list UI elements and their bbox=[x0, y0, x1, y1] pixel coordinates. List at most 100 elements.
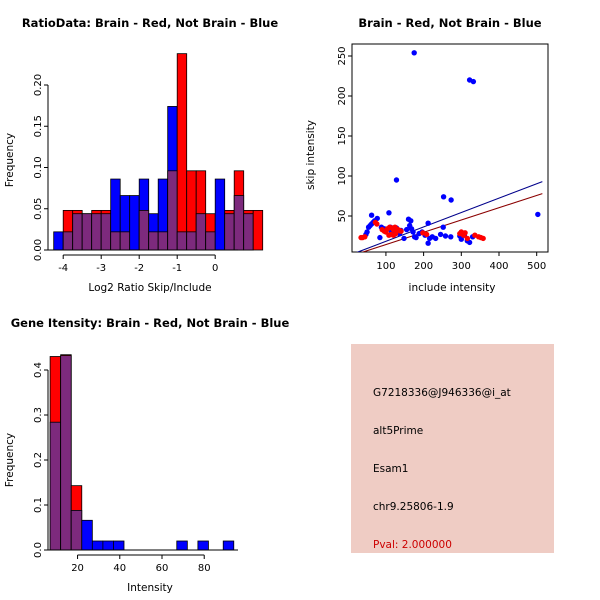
panel-gene-histogram: Gene Itensity: Brain - Red, Not Brain - … bbox=[0, 300, 300, 600]
scatter-frame bbox=[351, 43, 549, 253]
info-probe-id: G7218336@J946336@i_at bbox=[373, 387, 511, 399]
histogram-bar bbox=[129, 195, 140, 251]
y-tick-label: 0.4 bbox=[33, 362, 44, 378]
y-tick-label: 200 bbox=[337, 86, 348, 105]
ratio-histogram-xlabel: Log2 Ratio Skip/Include bbox=[88, 282, 211, 294]
histogram-bar-overlap bbox=[100, 213, 112, 251]
scatter-point bbox=[401, 235, 407, 242]
scatter-point bbox=[362, 234, 368, 240]
panel-ratio-histogram: RatioData: Brain - Red, Not Brain - Blue… bbox=[0, 0, 300, 300]
y-tick-label: 0.1 bbox=[33, 497, 44, 513]
scatter-point bbox=[364, 229, 370, 235]
x-tick-label: 100 bbox=[376, 261, 395, 272]
x-tick-label: 400 bbox=[489, 261, 508, 272]
scatter-point bbox=[411, 50, 417, 56]
x-tick-label: 0 bbox=[212, 263, 218, 274]
scatter-point bbox=[464, 235, 471, 242]
histogram-bar-overlap bbox=[195, 213, 207, 251]
y-tick-label: 0.05 bbox=[33, 198, 44, 220]
scatter-point bbox=[440, 224, 446, 230]
y-tick-label: 0.3 bbox=[33, 407, 44, 423]
histogram-bar bbox=[176, 53, 188, 251]
scatter-point bbox=[423, 231, 430, 238]
histogram-bar-overlap bbox=[148, 231, 159, 251]
ratio-histogram-title: RatioData: Brain - Red, Not Brain - Blue bbox=[21, 16, 279, 30]
histogram-bar bbox=[252, 209, 264, 251]
scatter-xlabel: include intensity bbox=[409, 282, 496, 294]
histogram-bar-overlap bbox=[243, 213, 254, 251]
y-tick-label: 250 bbox=[337, 46, 348, 65]
histogram-bar-overlap bbox=[167, 170, 178, 251]
regression-line bbox=[356, 181, 543, 252]
histogram-bar bbox=[91, 540, 104, 551]
histogram-bar-overlap bbox=[60, 355, 72, 551]
scatter-title: Brain - Red, Not Brain - Blue bbox=[358, 16, 542, 30]
scatter-point bbox=[368, 212, 375, 218]
ratio-histogram-ylabel: Frequency bbox=[4, 133, 16, 187]
panel-gene-info: G7218336@J946336@i_at alt5Prime Esam1 ch… bbox=[300, 300, 600, 600]
x-tick-label: 200 bbox=[414, 261, 433, 272]
scatter-point bbox=[374, 221, 380, 227]
scatter-point bbox=[440, 194, 447, 200]
scatter-point bbox=[386, 210, 392, 216]
scatter-svg: 50 100 150 200 250 100 200 300 400 500 include in… bbox=[305, 43, 549, 294]
histogram-bar-overlap bbox=[72, 213, 83, 251]
x-tick-label: -2 bbox=[134, 263, 144, 274]
info-locus: chr9.25806-1.9 bbox=[373, 501, 454, 513]
scatter-point bbox=[408, 218, 414, 224]
panel-intensity-scatter: Brain - Red, Not Brain - Blue 50 100 150 20… bbox=[300, 0, 600, 300]
scatter-point bbox=[410, 229, 416, 235]
scatter-points-group bbox=[356, 50, 543, 252]
y-tick-label: 0.0 bbox=[33, 542, 44, 558]
histogram-bar bbox=[197, 540, 209, 551]
scatter-point bbox=[437, 231, 444, 238]
x-tick-label: -1 bbox=[172, 263, 182, 274]
scatter-point bbox=[377, 234, 383, 241]
scatter-point bbox=[393, 177, 400, 183]
y-tick-label: 100 bbox=[337, 166, 348, 185]
scatter-point bbox=[432, 235, 439, 242]
histogram-bar-overlap bbox=[49, 421, 62, 551]
x-tick-label: 500 bbox=[527, 261, 546, 272]
scatter-point bbox=[448, 234, 454, 240]
x-tick-label: 80 bbox=[198, 563, 211, 574]
scatter-point bbox=[425, 240, 431, 246]
histogram-bar-overlap bbox=[233, 195, 245, 251]
histogram-bar bbox=[102, 540, 114, 551]
histogram-bar bbox=[222, 540, 235, 551]
info-event-type: alt5Prime bbox=[373, 425, 424, 437]
y-tick-label: 0.20 bbox=[33, 74, 44, 96]
histogram-bar-overlap bbox=[205, 231, 216, 251]
ratio-histogram-svg: 0.00 0.05 0.10 0.15 0.20 -4 -3 -2 -1 0 Log2 Ratio… bbox=[4, 53, 264, 294]
y-tick-label: 150 bbox=[337, 126, 348, 145]
histogram-bar-overlap bbox=[62, 231, 74, 251]
scatter-point bbox=[403, 226, 410, 233]
gene-info-box: G7218336@J946336@i_at alt5Prime Esam1 ch… bbox=[351, 344, 554, 553]
gene-histogram-xlabel: Intensity bbox=[127, 582, 173, 594]
gene-histogram-svg: 0.0 0.1 0.2 0.3 0.4 20 40 60 80 Intensity Freque… bbox=[4, 354, 238, 594]
histogram-bar-overlap bbox=[138, 209, 150, 251]
scatter-point bbox=[398, 228, 404, 234]
histogram-bar bbox=[214, 178, 226, 251]
x-tick-label: -3 bbox=[96, 263, 106, 274]
regression-line bbox=[361, 193, 543, 252]
scatter-point bbox=[480, 235, 486, 242]
histogram-bar-overlap bbox=[70, 509, 83, 551]
gene-histogram-title: Gene Itensity: Brain - Red, Not Brain - … bbox=[10, 316, 290, 330]
histogram-bar bbox=[176, 540, 188, 551]
y-tick-label: 0.15 bbox=[33, 115, 44, 137]
histogram-bar-overlap bbox=[110, 231, 121, 251]
y-tick-label: 0.10 bbox=[33, 156, 44, 178]
x-tick-label: 300 bbox=[452, 261, 471, 272]
histogram-bar-overlap bbox=[176, 231, 188, 251]
x-tick-label: 60 bbox=[156, 563, 169, 574]
histogram-bar bbox=[81, 519, 93, 551]
info-pval: Pval: 2.000000 bbox=[373, 539, 452, 551]
scatter-point bbox=[442, 233, 449, 239]
histogram-bar-overlap bbox=[119, 231, 131, 251]
histogram-bar-overlap bbox=[186, 231, 197, 251]
histogram-bar-overlap bbox=[91, 213, 102, 251]
scatter-point bbox=[413, 234, 419, 241]
scatter-point bbox=[393, 230, 399, 237]
